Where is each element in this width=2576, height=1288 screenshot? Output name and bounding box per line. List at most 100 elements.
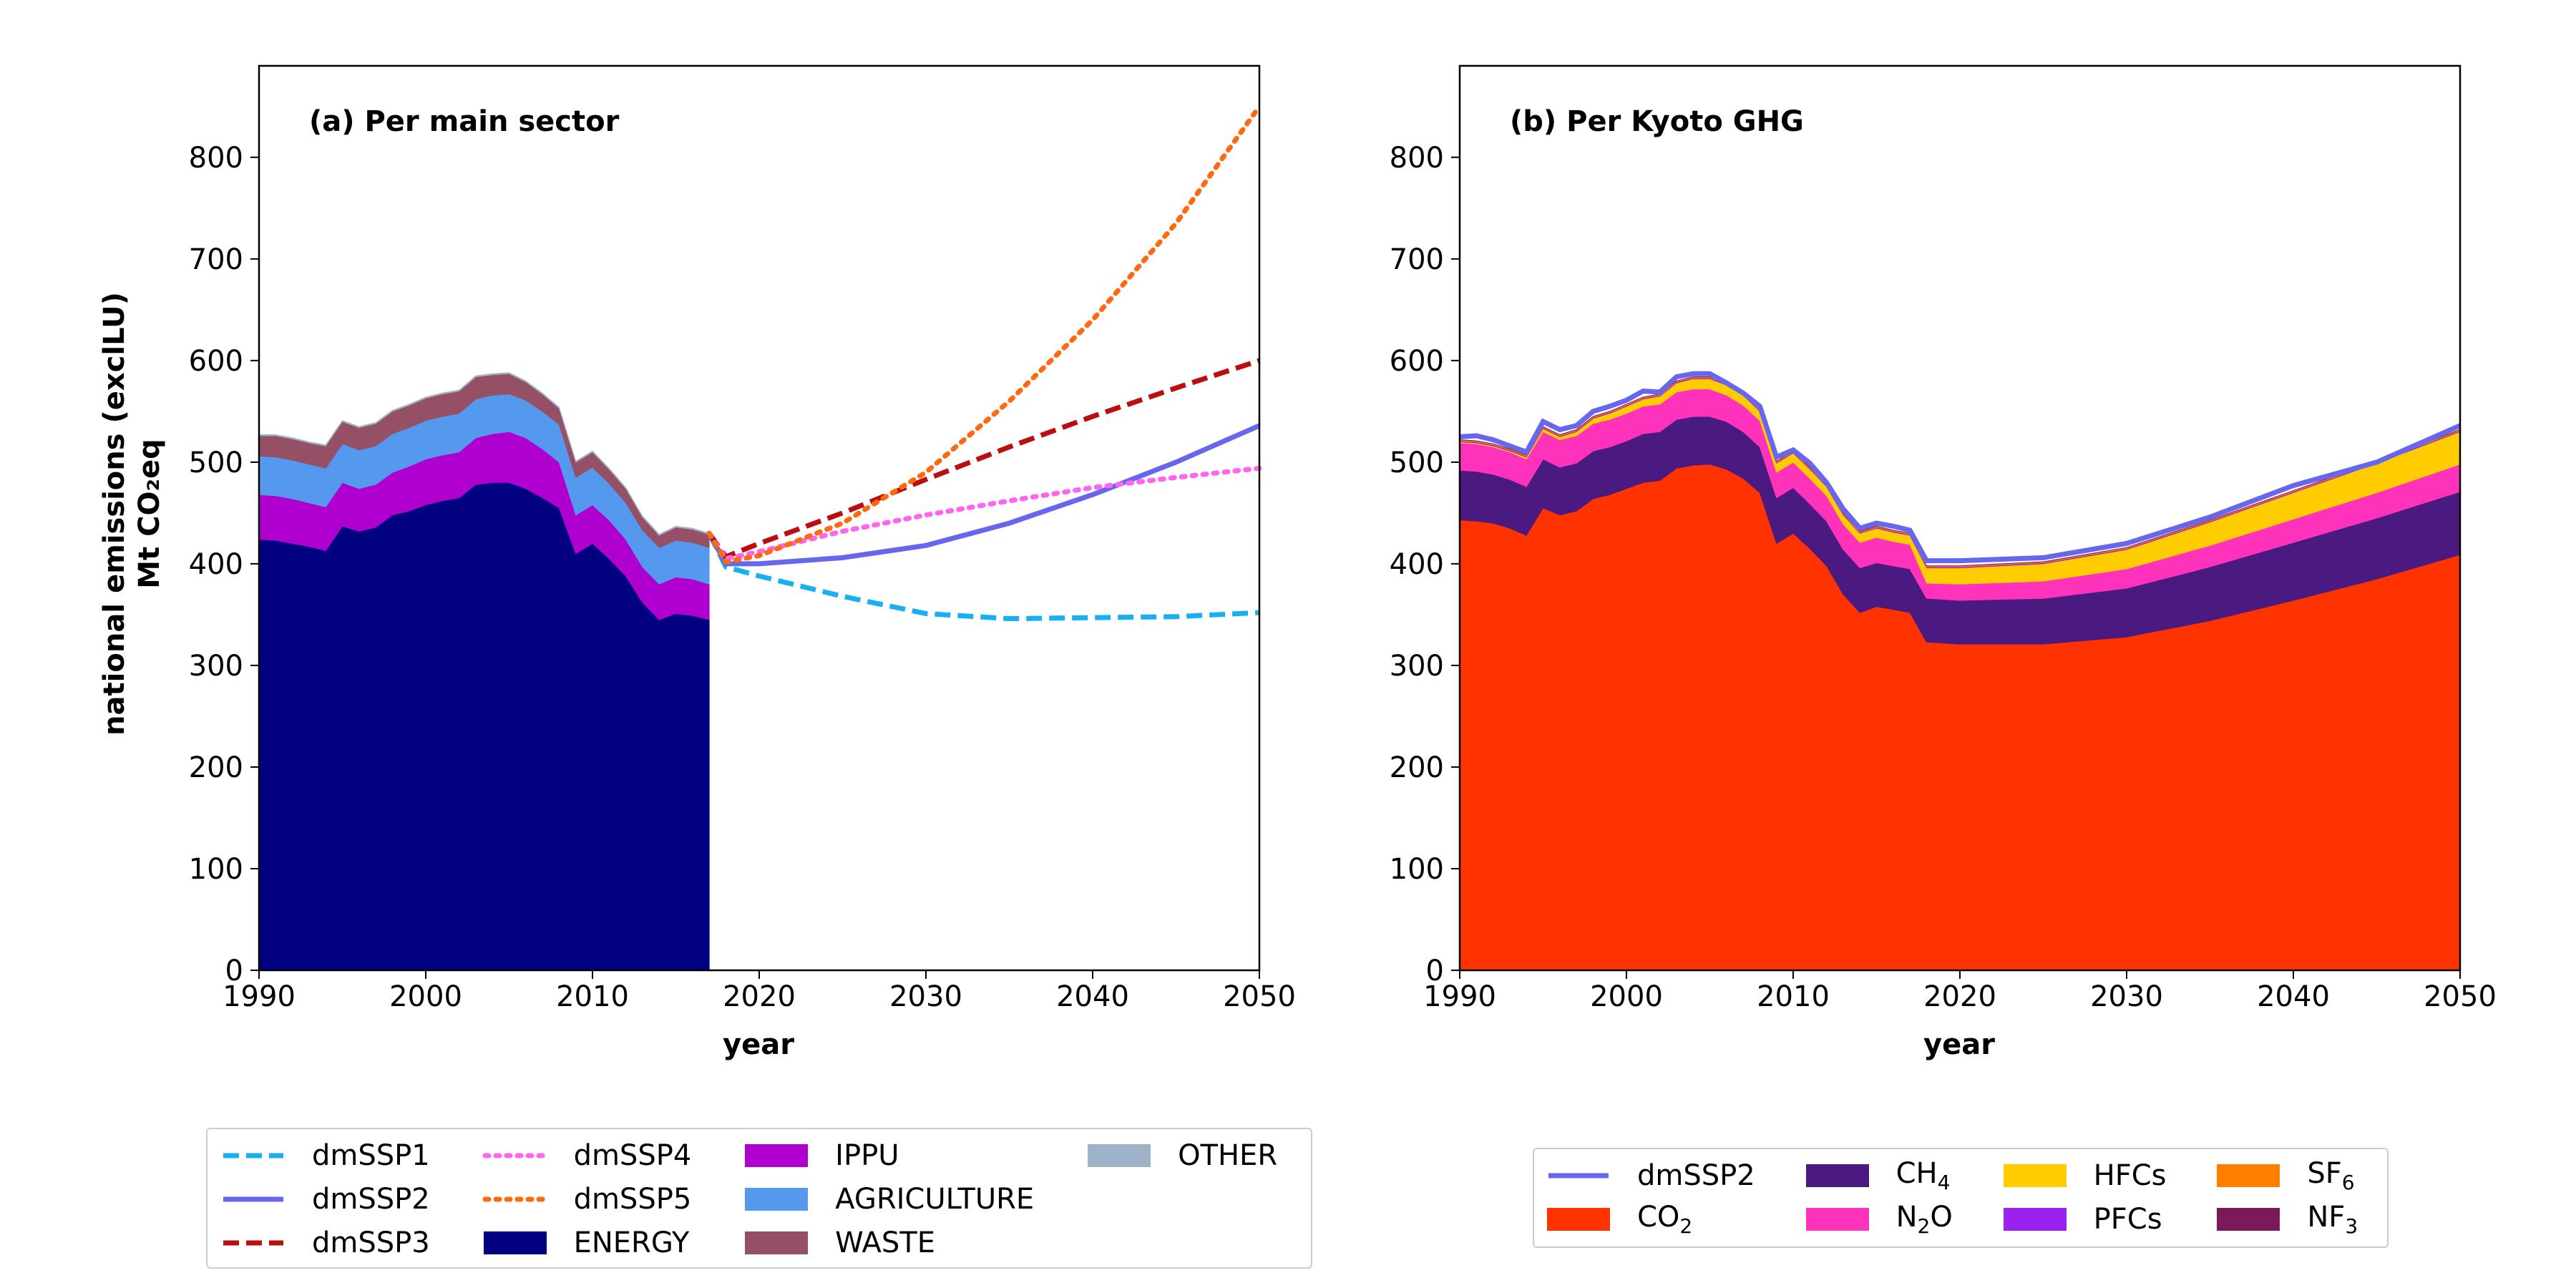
y-tick-label: 100 — [1390, 853, 1444, 886]
legend-label: dmSSP4 — [573, 1138, 692, 1172]
panel-b-axis-ticks: 1990 2000 2010 2020 2030 2040 2050 0 100 200 300 40… — [1390, 142, 2497, 1013]
x-tick-label: 2020 — [723, 980, 796, 1013]
legend-swatch-nf3 — [2217, 1207, 2280, 1231]
legend-item-dmssp2: dmSSP2 — [1546, 1153, 1773, 1197]
legend-swatch-dmssp2 — [223, 1196, 283, 1201]
legend-panel-a-items: dmSSP1 dmSSP2 dmSSP3 dmSSP4 dmSSP5 ENERGY IPPU… — [220, 1133, 1298, 1264]
legend-swatch-dmssp3 — [223, 1240, 283, 1245]
legend-swatch-dmssp1 — [223, 1153, 283, 1158]
y-tick-label: 800 — [1390, 142, 1444, 175]
panel-a-scenario-lines — [706, 104, 1262, 622]
legend-item-co2: CO2 — [1546, 1197, 1773, 1241]
legend-item-dmssp4: dmSSP4 — [482, 1133, 713, 1177]
legend-panel-b-items: dmSSP2 CO2 CH4 N2O HFCs PFCs SF6 NF3 — [1546, 1153, 2376, 1241]
panel-a-title: (a) Per main sector — [309, 105, 620, 138]
legend-swatch-dmssp4 — [482, 1153, 548, 1158]
y-tick-label: 200 — [189, 751, 243, 784]
legend-label: dmSSP2 — [1637, 1158, 1755, 1192]
legend-item-waste: WASTE — [743, 1221, 1055, 1264]
legend-item-dmssp2: dmSSP2 — [220, 1177, 451, 1221]
y-tick-label: 500 — [1390, 447, 1444, 479]
y-tick-label: 500 — [189, 447, 243, 479]
legend-item-pfcs: PFCs — [2002, 1197, 2185, 1241]
panel-b-x-axis-label: year — [1923, 1028, 1995, 1061]
legend-label: AGRICULTURE — [835, 1182, 1035, 1216]
y-tick-label: 0 — [225, 955, 243, 987]
legend-item-ch4: CH4 — [1805, 1153, 1971, 1197]
legend-swatch-pfcs — [2003, 1207, 2067, 1231]
legend-label: dmSSP5 — [573, 1182, 692, 1216]
y-tick-label: 400 — [189, 548, 243, 581]
x-tick-label: 2050 — [2424, 980, 2497, 1013]
y-tick-label: 700 — [189, 243, 243, 276]
y-tick-label: 600 — [189, 345, 243, 378]
legend-swatch-agriculture — [745, 1187, 809, 1211]
line-dmssp3 — [707, 358, 1261, 560]
legend-swatch-ippu — [745, 1143, 809, 1167]
panel-b: 1990 2000 2010 2020 2030 2040 2050 0 100 200 300 40… — [1390, 64, 2497, 1061]
legend-swatch-dmssp5 — [482, 1196, 548, 1201]
x-tick-label: 2020 — [1923, 980, 1996, 1013]
legend-panel-a: dmSSP1 dmSSP2 dmSSP3 dmSSP4 dmSSP5 ENERGY IPPU… — [206, 1128, 1312, 1269]
legend-item-n2o: N2O — [1805, 1197, 1971, 1241]
legend-label: NF3 — [2307, 1200, 2358, 1238]
x-tick-label: 1990 — [1423, 980, 1496, 1013]
legend-swatch-other — [1088, 1143, 1151, 1167]
legend-item-dmssp3: dmSSP3 — [220, 1221, 451, 1264]
legend-label: dmSSP3 — [312, 1226, 430, 1259]
line-dmssp1 — [706, 532, 1260, 622]
panel-a: 1990 2000 2010 2020 2030 2040 2050 0 100 200 300 40… — [98, 64, 1296, 1061]
y-tick-label: 200 — [1390, 751, 1444, 784]
x-tick-label: 2000 — [389, 980, 462, 1013]
legend-label: PFCs — [2093, 1202, 2162, 1236]
panel-a-y-axis-unit-label: Mt CO₂eq — [133, 439, 166, 589]
legend-label: IPPU — [835, 1138, 899, 1172]
legend-item-hfcs: HFCs — [2002, 1153, 2185, 1197]
legend-swatch-co2 — [1547, 1207, 1610, 1231]
x-tick-label: 2030 — [2090, 980, 2163, 1013]
legend-label: CH4 — [1896, 1156, 1951, 1194]
legend-swatch-n2o — [1805, 1207, 1869, 1231]
legend-label: dmSSP2 — [312, 1182, 430, 1216]
legend-label: WASTE — [835, 1226, 935, 1259]
y-tick-label: 100 — [189, 853, 243, 886]
legend-label: dmSSP1 — [312, 1138, 430, 1172]
x-tick-label: 2010 — [1757, 980, 1830, 1013]
x-tick-label: 2040 — [2257, 980, 2330, 1013]
line-dmssp5 — [706, 104, 1262, 565]
legend-item-dmssp1: dmSSP1 — [220, 1133, 451, 1177]
x-tick-label: 2010 — [556, 980, 629, 1013]
line-dmssp2 — [1459, 371, 2462, 564]
y-tick-label: 0 — [1426, 955, 1444, 987]
x-tick-label: 2050 — [1223, 980, 1296, 1013]
legend-swatch-dmssp2 — [1548, 1173, 1609, 1178]
legend-item-ippu: IPPU — [743, 1133, 1055, 1177]
panel-a-axis-ticks: 1990 2000 2010 2020 2030 2040 2050 0 100 200 300 40… — [189, 142, 1296, 1013]
legend-item-other: OTHER — [1086, 1133, 1298, 1177]
y-tick-label: 300 — [189, 650, 243, 683]
legend-swatch-sf6 — [2217, 1163, 2280, 1187]
legend-label: OTHER — [1178, 1138, 1278, 1172]
panel-a-y-axis-label: national emissions (exclLU) — [98, 292, 131, 736]
panel-b-stacked-areas — [1459, 376, 2461, 971]
legend-swatch-hfcs — [2003, 1163, 2067, 1187]
legend-item-sf6: SF6 — [2215, 1153, 2376, 1197]
y-tick-label: 400 — [1390, 548, 1444, 581]
legend-item-dmssp5: dmSSP5 — [482, 1177, 713, 1221]
legend-label: SF6 — [2307, 1156, 2355, 1194]
x-tick-label: 2000 — [1590, 980, 1663, 1013]
legend-label: N2O — [1896, 1200, 1953, 1238]
legend-swatch-energy — [483, 1231, 547, 1254]
x-tick-label: 2030 — [889, 980, 962, 1013]
y-tick-label: 600 — [1390, 345, 1444, 378]
panel-b-title: (b) Per Kyoto GHG — [1510, 105, 1804, 138]
y-tick-label: 700 — [1390, 243, 1444, 276]
line-dmssp2 — [707, 423, 1261, 567]
legend-label: ENERGY — [573, 1226, 690, 1259]
legend-label: HFCs — [2093, 1158, 2167, 1192]
legend-label: CO2 — [1637, 1200, 1693, 1238]
legend-swatch-waste — [745, 1231, 809, 1254]
panel-a-x-axis-label: year — [723, 1028, 794, 1061]
line-dmssp4 — [706, 465, 1262, 562]
